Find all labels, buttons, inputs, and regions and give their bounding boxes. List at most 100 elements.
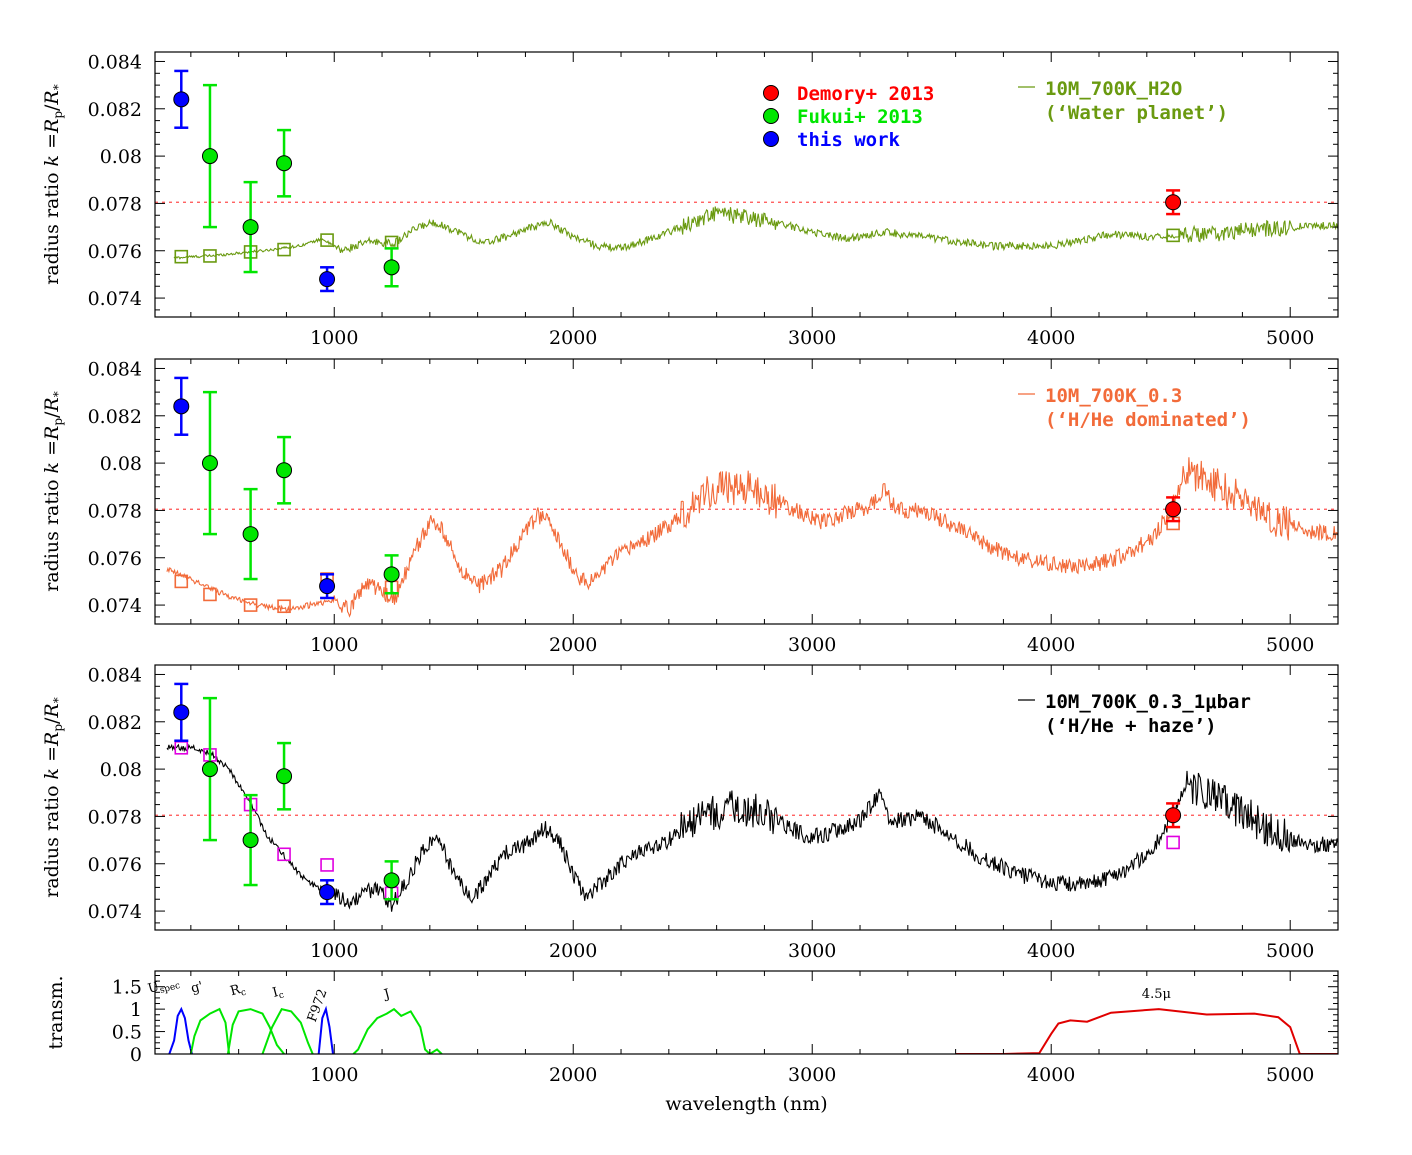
y-tick-label: 0.5: [112, 1022, 142, 1044]
model-band-square: [277, 847, 291, 862]
y-axis-title: transm.: [45, 975, 67, 1049]
data-point: [383, 259, 400, 276]
y-axis-title-part: radius ratio: [41, 779, 63, 897]
y-axis-title-part: p: [51, 418, 65, 426]
filter-label-main: I: [271, 985, 280, 1001]
y-tick-label: 0.078: [88, 500, 142, 522]
model-band-square: [277, 242, 291, 257]
model-band-square: [203, 587, 217, 602]
y-tick-label: 0.082: [88, 406, 142, 428]
data-point: [276, 155, 293, 172]
y-tick-label: 0: [130, 1044, 142, 1066]
plot-layer: 1000 2000 3000 4000 5000 0.074 0.076 0.078 0.08 0…: [41, 51, 1339, 1115]
y-axis-title-part: k: [41, 155, 63, 167]
legend-marker: [763, 131, 779, 147]
y-axis-title-part: R: [41, 732, 63, 747]
y-axis-title-part: *: [51, 697, 65, 703]
y-axis-title-part: =: [41, 746, 63, 768]
data-point: [1165, 501, 1182, 518]
y-tick-label: 0.076: [88, 854, 142, 876]
y-axis-title-part: /: [41, 411, 63, 418]
x-tick-label: 2000: [549, 634, 597, 656]
y-tick-label: 0.076: [88, 241, 142, 263]
filter-label: Ic: [271, 984, 285, 1003]
x-tick-label: 5000: [1266, 634, 1314, 656]
model-curve: [173, 206, 1338, 260]
model-description: (‘Water planet’): [1045, 102, 1228, 124]
y-tick-label: 0.08: [100, 146, 142, 168]
y-axis-title-part: R: [41, 90, 63, 105]
y-axis-title: radius ratio k =Rp/R*: [41, 84, 65, 284]
x-tick-label: 3000: [788, 940, 836, 962]
panel-bottom: 1000 2000 3000 4000 5000 0.074 0.076 0.078 0.08 0…: [41, 664, 1339, 962]
y-axis-title-part: radius ratio: [41, 166, 63, 284]
y-axis-title: radius ratio k =Rp/R*: [41, 697, 65, 897]
panel-plot-area: [155, 741, 1338, 912]
y-tick-label: 0.078: [88, 193, 142, 215]
model-band-square: [1166, 835, 1180, 850]
y-axis-title-part: k: [41, 462, 63, 474]
model-curve: [166, 457, 1338, 618]
filter-curve: [352, 1007, 443, 1054]
legend-marker: [763, 85, 779, 101]
y-axis-title-part: p: [51, 111, 65, 119]
y-tick-label: 0.074: [88, 901, 142, 923]
panel-plot-area: [155, 201, 1338, 264]
y-axis-title-part: =: [41, 440, 63, 462]
data-point: [242, 219, 259, 236]
model-band-square: [320, 858, 334, 872]
filter-curve: [189, 1007, 231, 1054]
y-tick-label: 0.078: [88, 806, 142, 828]
y-axis-title-part: R: [41, 426, 63, 441]
y-axis-title-part: radius ratio: [41, 473, 63, 591]
legend-marker: [763, 108, 779, 124]
y-axis-title-part: /: [41, 104, 63, 111]
filter-label-main: g': [189, 979, 204, 997]
y-tick-label: 0.082: [88, 712, 142, 734]
x-tick-label: 2000: [549, 1064, 597, 1086]
model-description: (‘H/He dominated’): [1045, 409, 1251, 431]
y-axis-title: radius ratio k =Rp/R*: [41, 391, 65, 591]
filter-curve: [955, 1008, 1338, 1054]
filter-curve: [317, 1005, 334, 1054]
y-axis-title-part: *: [51, 391, 65, 397]
panel-plot-area: [168, 1005, 1338, 1054]
x-tick-label: 3000: [788, 634, 836, 656]
model-band-square: [174, 249, 189, 264]
y-axis-title-part: *: [51, 84, 65, 90]
x-tick-label: 2000: [549, 327, 597, 349]
filter-label: g': [189, 979, 204, 997]
x-tick-label: 3000: [788, 327, 836, 349]
y-tick-label: 0.08: [100, 453, 142, 475]
model-band-square: [320, 233, 334, 247]
filter-curve: [168, 1006, 193, 1054]
x-axis-title: wavelength (nm): [665, 1093, 827, 1115]
filter-label: J: [381, 987, 392, 1003]
panel-plot-area: [155, 457, 1338, 618]
y-axis-title-part: p: [51, 724, 65, 732]
filter-curve: [261, 1007, 314, 1054]
y-tick-label: 0.074: [88, 595, 142, 617]
data-point: [242, 832, 259, 849]
x-tick-label: 2000: [549, 940, 597, 962]
data-point: [173, 398, 190, 415]
data-point: [276, 462, 293, 479]
model-curve: [166, 743, 1338, 912]
data-point: [319, 578, 336, 595]
y-axis-title-part: R: [41, 703, 63, 718]
x-tick-label: 5000: [1266, 940, 1314, 962]
x-tick-label: 3000: [788, 1064, 836, 1086]
panel-frame: [154, 970, 1339, 1055]
x-tick-label: 1000: [310, 1064, 358, 1086]
y-tick-label: 0.082: [88, 99, 142, 121]
y-tick-label: 1.5: [112, 977, 142, 999]
filter-label-sub: c: [240, 988, 247, 999]
y-axis-title-part: R: [41, 119, 63, 134]
panel-frame: [154, 664, 1339, 931]
data-point: [242, 526, 259, 543]
y-tick-label: 0.076: [88, 548, 142, 570]
data-point: [1165, 807, 1182, 824]
